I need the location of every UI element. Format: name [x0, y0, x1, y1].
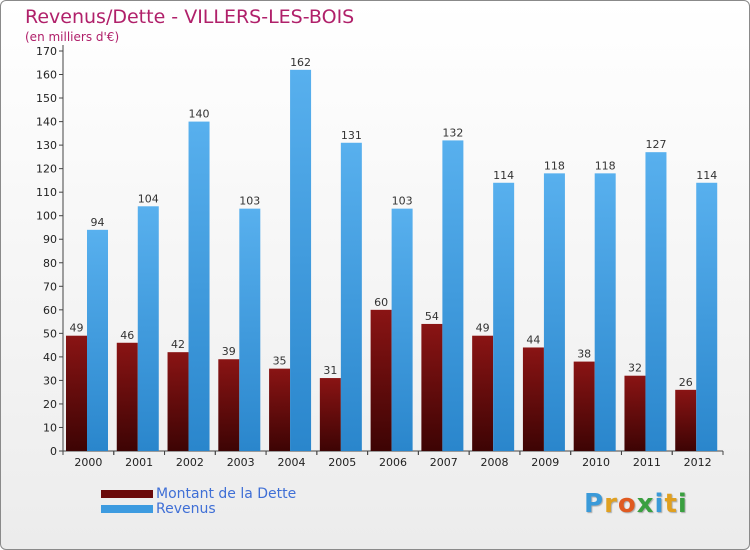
- data-label-dette: 32: [628, 362, 642, 375]
- y-tick-label: 170: [36, 45, 57, 58]
- y-tick-label: 40: [43, 351, 57, 364]
- bar-revenus: [137, 206, 159, 451]
- bar-dette: [624, 375, 646, 451]
- bar-revenus: [543, 173, 565, 451]
- logo-letter: P: [584, 489, 605, 519]
- bar-revenus: [493, 182, 515, 451]
- y-tick-label: 110: [36, 186, 57, 199]
- x-tick-label: 2006: [379, 456, 407, 469]
- data-label-revenus: 162: [290, 56, 311, 69]
- x-tick-label: 2010: [582, 456, 610, 469]
- legend-label-revenus: Revenus: [156, 501, 216, 517]
- x-tick-label: 2004: [277, 456, 305, 469]
- logo-letter: x: [636, 489, 655, 519]
- data-label-revenus: 118: [595, 159, 616, 172]
- legend-swatch-revenus: [101, 505, 153, 513]
- data-label-dette: 54: [425, 310, 439, 323]
- bar-dette: [66, 335, 87, 451]
- data-label-dette: 60: [374, 296, 388, 309]
- data-label-dette: 31: [323, 364, 337, 377]
- bar-dette: [218, 359, 240, 451]
- data-label-revenus: 132: [442, 126, 463, 139]
- bar-dette: [472, 335, 494, 451]
- bar-revenus: [87, 229, 108, 451]
- data-label-dette: 42: [171, 338, 185, 351]
- bar-revenus: [594, 173, 616, 451]
- data-label-revenus: 140: [189, 108, 210, 121]
- chart-title: Revenus/Dette - VILLERS-LES-BOIS: [25, 6, 355, 28]
- y-tick-label: 90: [43, 233, 57, 246]
- bar-revenus: [239, 208, 261, 451]
- y-tick-label: 120: [36, 163, 57, 176]
- y-tick-label: 20: [43, 398, 57, 411]
- bar-revenus: [188, 121, 210, 452]
- y-tick-label: 60: [43, 304, 57, 317]
- bar-dette: [370, 309, 392, 451]
- data-label-revenus: 103: [392, 195, 413, 208]
- bar-revenus: [290, 69, 312, 451]
- legend-label-dette: Montant de la Dette: [156, 486, 297, 502]
- x-tick-label: 2002: [176, 456, 204, 469]
- data-label-dette: 35: [273, 355, 287, 368]
- bar-revenus: [442, 140, 464, 452]
- bar-revenus: [696, 182, 718, 451]
- y-tick-label: 160: [36, 69, 57, 82]
- data-label-dette: 49: [70, 322, 84, 335]
- proxiti-logo: Proxiti: [584, 489, 688, 519]
- bar-dette: [573, 361, 595, 451]
- bar-revenus: [340, 142, 362, 451]
- x-tick-label: 2007: [430, 456, 458, 469]
- data-label-dette: 44: [526, 333, 540, 346]
- x-tick-label: 2011: [633, 456, 661, 469]
- x-tick-label: 2005: [328, 456, 356, 469]
- y-tick-label: 30: [43, 374, 57, 387]
- bar-dette: [522, 347, 544, 451]
- data-label-dette: 49: [476, 322, 490, 335]
- legend-swatch-dette: [101, 490, 153, 498]
- logo-letter: o: [617, 489, 637, 519]
- data-label-revenus: 127: [645, 138, 666, 151]
- y-tick-label: 150: [36, 92, 57, 105]
- bar-dette: [675, 389, 697, 451]
- data-label-revenus: 103: [239, 195, 260, 208]
- y-tick-label: 50: [43, 327, 57, 340]
- data-label-dette: 38: [577, 348, 591, 361]
- x-tick-label: 2012: [684, 456, 712, 469]
- bar-dette: [319, 378, 341, 451]
- bar-revenus: [645, 152, 667, 452]
- bar-dette: [269, 368, 291, 451]
- y-tick-label: 140: [36, 116, 57, 129]
- data-label-revenus: 94: [91, 216, 105, 229]
- data-label-revenus: 114: [493, 169, 514, 182]
- data-label-dette: 39: [222, 345, 236, 358]
- data-label-revenus: 114: [696, 169, 717, 182]
- y-tick-label: 80: [43, 257, 57, 270]
- logo-letter: t: [664, 489, 678, 519]
- y-tick-label: 130: [36, 139, 57, 152]
- data-label-dette: 46: [120, 329, 134, 342]
- logo-letter: i: [654, 489, 665, 519]
- y-tick-label: 10: [43, 421, 57, 434]
- bar-revenus: [391, 208, 413, 451]
- y-tick-label: 100: [36, 210, 57, 223]
- bar-dette: [116, 342, 138, 451]
- x-tick-label: 2009: [531, 456, 559, 469]
- x-tick-label: 2003: [227, 456, 255, 469]
- x-tick-label: 2008: [481, 456, 509, 469]
- x-tick-label: 2001: [125, 456, 153, 469]
- data-label-revenus: 104: [138, 192, 159, 205]
- bar-dette: [421, 323, 443, 451]
- data-label-revenus: 118: [544, 159, 565, 172]
- chart-subtitle: (en milliers d'€): [25, 30, 120, 44]
- x-tick-label: 2000: [74, 456, 102, 469]
- data-label-revenus: 131: [341, 129, 362, 142]
- logo-letter: r: [604, 489, 618, 519]
- data-label-dette: 26: [679, 376, 693, 389]
- y-tick-label: 0: [50, 445, 57, 458]
- logo-letter: i: [677, 489, 688, 519]
- bar-dette: [167, 352, 189, 451]
- y-tick-label: 70: [43, 280, 57, 293]
